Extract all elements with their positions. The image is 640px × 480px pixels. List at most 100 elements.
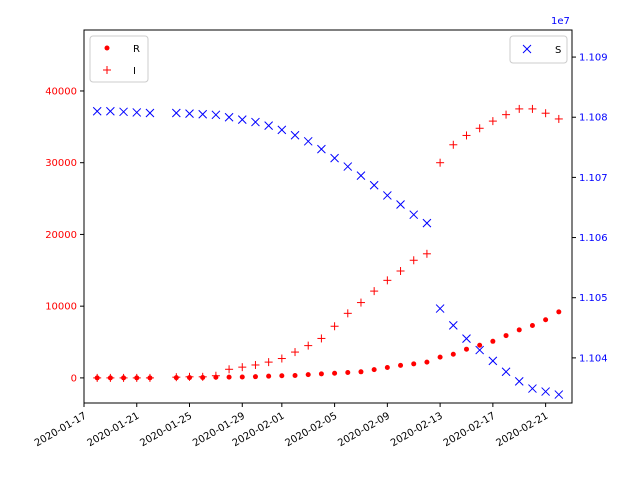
right-y-tick-label: 1.108 <box>579 113 608 124</box>
point-s-2020-02-02 <box>290 130 300 140</box>
point-i-2020-02-16 <box>475 124 484 133</box>
point-s-2020-01-18 <box>92 106 102 116</box>
point-i-2020-01-26 <box>198 372 207 381</box>
point-s-2020-02-15 <box>462 334 471 343</box>
point-i-2020-02-06 <box>343 309 352 318</box>
point-i-2020-01-29 <box>238 363 247 372</box>
point-i-2020-02-13 <box>436 158 445 167</box>
right-y-tick-label: 1.105 <box>579 293 608 304</box>
point-s-2020-01-28 <box>224 112 234 122</box>
x-tick-label: 2020-01-21 <box>86 411 142 450</box>
x-tick-label: 2020-02-09 <box>336 411 392 450</box>
legend-r-label: R <box>133 44 140 55</box>
point-s-2020-01-25 <box>185 109 194 118</box>
right-y-tick-label: 1.104 <box>579 353 608 364</box>
point-i-2020-02-01 <box>277 354 286 363</box>
point-i-2020-02-17 <box>488 117 497 126</box>
point-s-2020-01-19 <box>106 106 115 116</box>
point-i-2020-02-05 <box>330 322 339 331</box>
x-tick-label: 2020-01-25 <box>138 411 194 450</box>
point-i-2020-01-19 <box>106 373 115 382</box>
point-i-2020-01-30 <box>251 360 260 369</box>
point-r-2020-02-07 <box>358 369 364 375</box>
point-i-2020-01-31 <box>264 358 273 367</box>
point-s-2020-02-13 <box>435 304 445 313</box>
point-i-2020-01-20 <box>119 373 128 382</box>
point-r-2020-02-20 <box>529 323 535 329</box>
point-i-2020-01-24 <box>172 373 181 382</box>
point-r-2020-02-21 <box>543 317 549 323</box>
point-s-2020-02-04 <box>317 144 326 154</box>
x-tick-label: 2020-02-21 <box>494 411 550 450</box>
point-r-2020-02-18 <box>503 333 509 339</box>
left-y-tick-label: 20000 <box>45 230 77 241</box>
right-axis-offset-text: 1e7 <box>551 16 570 27</box>
legend-s-label: S <box>555 45 561 56</box>
point-s-2020-01-20 <box>119 107 128 117</box>
x-tick-label: 2020-01-17 <box>33 411 89 450</box>
x-axis: 2020-01-172020-01-212020-01-252020-01-29… <box>33 403 550 449</box>
point-s-2020-01-21 <box>132 108 142 117</box>
y-axis-right: 1.104 1.105 1.106 1.107 1.108 1.109 <box>572 53 608 364</box>
point-r-2020-02-05 <box>332 370 338 376</box>
point-r-2020-02-22 <box>556 309 562 315</box>
point-i-2020-02-11 <box>409 256 418 265</box>
point-r-2020-02-17 <box>490 338 496 344</box>
point-r-2020-02-11 <box>411 361 417 367</box>
point-r-2020-02-14 <box>450 351 456 357</box>
point-s-2020-02-05 <box>330 153 339 163</box>
point-r-2020-02-13 <box>437 354 443 360</box>
point-i-2020-01-25 <box>185 372 194 381</box>
point-r-2020-02-19 <box>516 327 522 333</box>
point-s-2020-02-06 <box>343 162 353 171</box>
point-r-2020-02-08 <box>371 367 377 373</box>
point-r-2020-02-01 <box>279 373 285 379</box>
point-s-2020-02-19 <box>514 376 524 386</box>
point-i-2020-02-22 <box>554 114 563 123</box>
point-s-2020-02-03 <box>303 136 313 146</box>
point-i-2020-01-21 <box>132 373 141 382</box>
point-i-2020-02-08 <box>370 287 379 296</box>
left-y-tick-label: 40000 <box>45 86 77 97</box>
point-r-2020-01-30 <box>252 374 258 380</box>
point-r-2020-01-29 <box>239 374 245 380</box>
plot-frame <box>83 29 573 404</box>
x-tick-label: 2020-02-05 <box>283 411 339 450</box>
point-s-2020-02-11 <box>409 210 419 220</box>
legend-s-marker <box>522 44 532 54</box>
legend-i-marker <box>103 66 111 74</box>
point-i-2020-02-10 <box>396 267 405 276</box>
point-i-2020-01-22 <box>145 373 154 382</box>
point-i-2020-02-15 <box>462 131 471 140</box>
right-y-tick-label: 1.109 <box>579 53 608 64</box>
point-s-2020-02-22 <box>554 390 564 399</box>
point-i-2020-02-02 <box>291 348 300 357</box>
point-r-2020-01-28 <box>226 374 232 380</box>
point-i-2020-02-19 <box>515 104 524 113</box>
point-i-2020-02-04 <box>317 334 326 343</box>
legend-i-label: I <box>133 66 136 77</box>
point-r-2020-02-06 <box>345 370 351 376</box>
point-s-2020-01-24 <box>171 108 181 118</box>
left-y-tick-label: 30000 <box>45 158 77 169</box>
point-i-2020-02-21 <box>541 109 550 118</box>
point-r-2020-02-09 <box>384 364 390 370</box>
point-i-2020-02-07 <box>356 298 365 307</box>
x-tick-label: 2020-02-13 <box>389 411 445 450</box>
point-s-2020-02-07 <box>356 171 366 180</box>
point-s-2020-02-16 <box>475 345 485 355</box>
y-axis-left: 0 10000 20000 30000 40000 <box>45 86 84 384</box>
point-r-2020-01-31 <box>266 373 272 379</box>
right-y-tick-label: 1.107 <box>579 173 608 184</box>
point-s-2020-01-26 <box>198 109 208 119</box>
point-s-2020-02-18 <box>501 367 511 377</box>
series-i <box>93 104 563 382</box>
data-marks <box>92 104 564 399</box>
point-i-2020-02-03 <box>304 341 313 350</box>
legend-right: S <box>509 35 568 64</box>
point-i-2020-02-09 <box>383 276 392 285</box>
series-s <box>92 106 564 399</box>
left-y-tick-label: 0 <box>71 373 77 384</box>
x-tick-label: 2020-02-17 <box>442 411 498 450</box>
plot-area <box>84 30 572 403</box>
